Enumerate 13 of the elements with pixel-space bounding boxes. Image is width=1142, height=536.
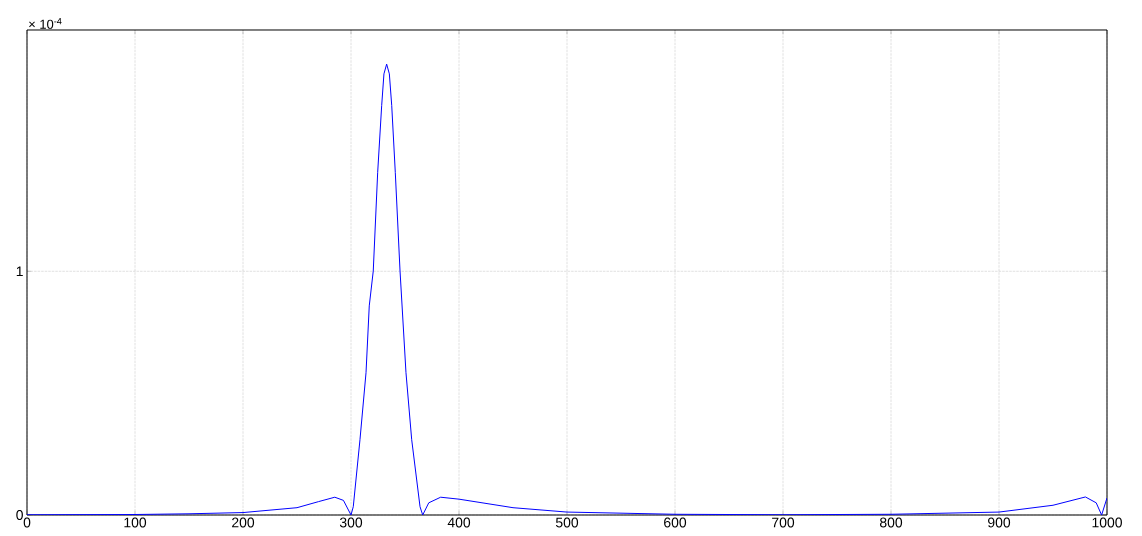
y-tick-label: 1 <box>16 266 23 277</box>
x-tick-label: 600 <box>664 517 687 528</box>
x-tick-label: 700 <box>772 517 795 528</box>
x-tick-label: 800 <box>879 517 903 528</box>
x-tick-label: 100 <box>124 517 147 528</box>
x-tick-label: 0 <box>23 517 31 528</box>
x-tick-label: 300 <box>339 517 363 528</box>
x-tick-label: 1000 <box>1092 517 1122 528</box>
x-tick-label: 500 <box>555 517 579 528</box>
text: × 10$^{-4}$ <box>29 18 62 29</box>
x-tick-label: 200 <box>232 517 255 528</box>
x-tick-label: 400 <box>447 517 471 528</box>
x-tick-label: 900 <box>988 517 1011 528</box>
